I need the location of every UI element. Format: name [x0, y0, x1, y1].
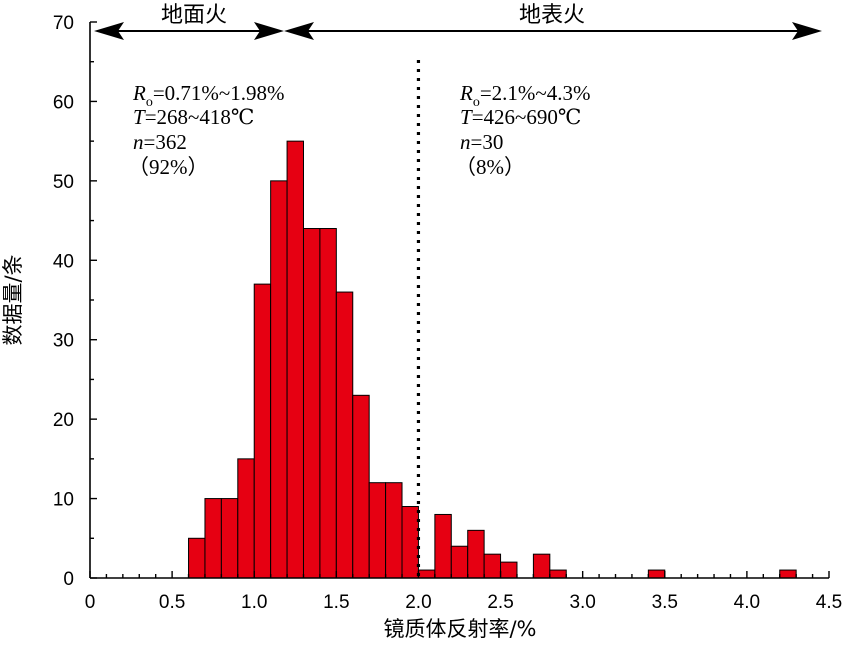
right-n-line: n=30	[460, 130, 503, 154]
histogram-bar	[335, 291, 354, 579]
histogram-bar	[352, 394, 370, 579]
left-region-label: 地面火	[161, 3, 227, 28]
right-region-label: 地表火	[519, 3, 585, 28]
x-tick-label: 3.5	[652, 592, 678, 613]
left-n-value: =362	[144, 130, 187, 154]
histogram-bar	[779, 569, 797, 579]
left-ro-value: =0.71%~1.98%	[153, 81, 285, 105]
histogram-bar	[647, 569, 666, 579]
histogram-bar	[401, 506, 419, 579]
left-ro-subscript: o	[146, 95, 153, 110]
y-tick-label: 10	[53, 490, 74, 511]
left-n-symbol: n	[133, 130, 144, 154]
histogram-bar	[220, 498, 239, 579]
y-tick-label: 20	[53, 410, 74, 431]
histogram-bar	[319, 228, 337, 579]
histogram-bar	[253, 283, 272, 579]
right-ro-value: =2.1%~4.3%	[480, 81, 591, 105]
left-ro-symbol: R	[132, 81, 146, 105]
x-tick-label: 4.5	[816, 592, 842, 613]
x-tick-label: 0	[85, 592, 96, 613]
right-ro-subscript: o	[473, 95, 480, 110]
histogram-bar	[237, 458, 255, 579]
histogram-bar	[532, 553, 551, 579]
histogram-bar	[467, 529, 485, 579]
y-tick-label: 70	[53, 13, 74, 34]
right-region-arrow-end-icon	[792, 22, 822, 40]
histogram-bar	[417, 569, 436, 579]
histogram-bar	[549, 569, 567, 579]
right-n-value: =30	[471, 130, 504, 154]
y-tick-label: 30	[53, 331, 74, 352]
left-region-arrow-end-icon	[254, 22, 284, 40]
histogram-bar	[434, 513, 452, 579]
x-tick-label: 4.0	[734, 592, 760, 613]
y-tick-label: 50	[53, 172, 74, 193]
left-ro-line: Ro=0.71%~1.98%	[132, 81, 285, 110]
histogram-bar	[483, 553, 502, 579]
x-tick-label: 2.5	[487, 592, 513, 613]
histogram-bar	[500, 561, 518, 579]
x-tick-label: 0.5	[159, 592, 185, 613]
y-tick-label: 60	[53, 92, 74, 113]
left-n-line: n=362	[133, 130, 187, 154]
left-region-arrow-start-icon	[94, 22, 124, 40]
y-tick-label: 40	[53, 251, 74, 272]
left-t-line: T=268~418℃	[133, 105, 254, 129]
histogram-bar	[368, 482, 387, 579]
histogram-bar	[204, 498, 222, 579]
x-tick-label: 2.0	[405, 592, 431, 613]
x-tick-label: 1.5	[323, 592, 349, 613]
y-tick-label: 0	[63, 569, 74, 590]
histogram-bar	[270, 180, 288, 579]
histogram-bar	[302, 228, 321, 579]
y-ticks-group: 0 10 20 30 40 50 60 70	[53, 13, 97, 590]
x-tick-label: 1.0	[241, 592, 267, 613]
y-axis-title: 数据量/条	[1, 254, 25, 345]
right-t-line: T=426~690℃	[460, 105, 581, 129]
histogram-bar	[385, 482, 403, 579]
right-t-symbol: T	[460, 105, 473, 129]
right-ro-symbol: R	[459, 81, 473, 105]
right-region-arrow-start-icon	[284, 22, 314, 40]
right-percent: （8%）	[455, 155, 525, 179]
histogram-bar	[188, 537, 206, 579]
histogram-bar	[286, 140, 304, 579]
x-axis-title: 镜质体反射率/%	[383, 617, 536, 641]
histogram-bar	[450, 545, 469, 579]
x-ticks-group: 0 0.5 1.0 1.5 2.0 2.5 3.0 3.5 4.0 4.5	[85, 571, 842, 613]
x-tick-label: 3.0	[569, 592, 595, 613]
right-ro-line: Ro=2.1%~4.3%	[459, 81, 591, 110]
left-t-symbol: T	[133, 105, 146, 129]
left-percent: （92%）	[128, 155, 209, 179]
right-t-value: =426~690℃	[472, 105, 582, 129]
right-n-symbol: n	[460, 130, 471, 154]
left-t-value: =268~418℃	[145, 105, 255, 129]
bars-group	[188, 140, 797, 579]
region-arrows-group	[94, 22, 822, 40]
